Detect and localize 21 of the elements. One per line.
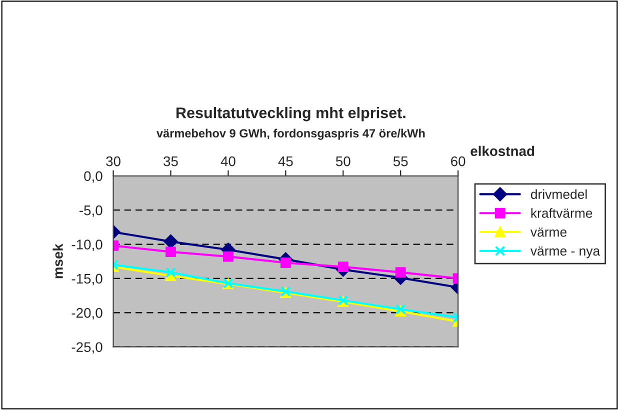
y-tick-label: 0,0 (84, 171, 102, 183)
x-tick-label: 35 (164, 156, 178, 166)
y-tick-label: -20,0 (72, 308, 102, 320)
legend-label: drivmedel (530, 189, 587, 199)
x-tick-label: 55 (393, 156, 408, 166)
y-tick-label: -10,0 (72, 240, 102, 252)
y-tick-label: -5,0 (80, 205, 102, 217)
legend-label: kraftvärme (531, 208, 592, 218)
x-axis-title: elkostnad (470, 146, 534, 156)
y-tick-label: -25,0 (72, 342, 102, 354)
y-axis-title: msek (52, 244, 63, 278)
x-tick-label: 40 (220, 156, 236, 166)
x-tick-label: 45 (278, 156, 293, 166)
x-tick-label: 50 (336, 156, 350, 166)
y-tick-label: -15,0 (72, 274, 102, 286)
x-tick-label: 30 (106, 156, 120, 166)
chart-title: Resultatutveckling mht elpriset. (176, 107, 406, 122)
chart-subtitle: värmebehov 9 GWh, fordonsgaspris 47 öre/kWh (156, 128, 425, 140)
legend-label: värme - nya (530, 246, 600, 258)
x-tick-label: 60 (451, 156, 466, 166)
legend-label: värme (530, 228, 566, 237)
